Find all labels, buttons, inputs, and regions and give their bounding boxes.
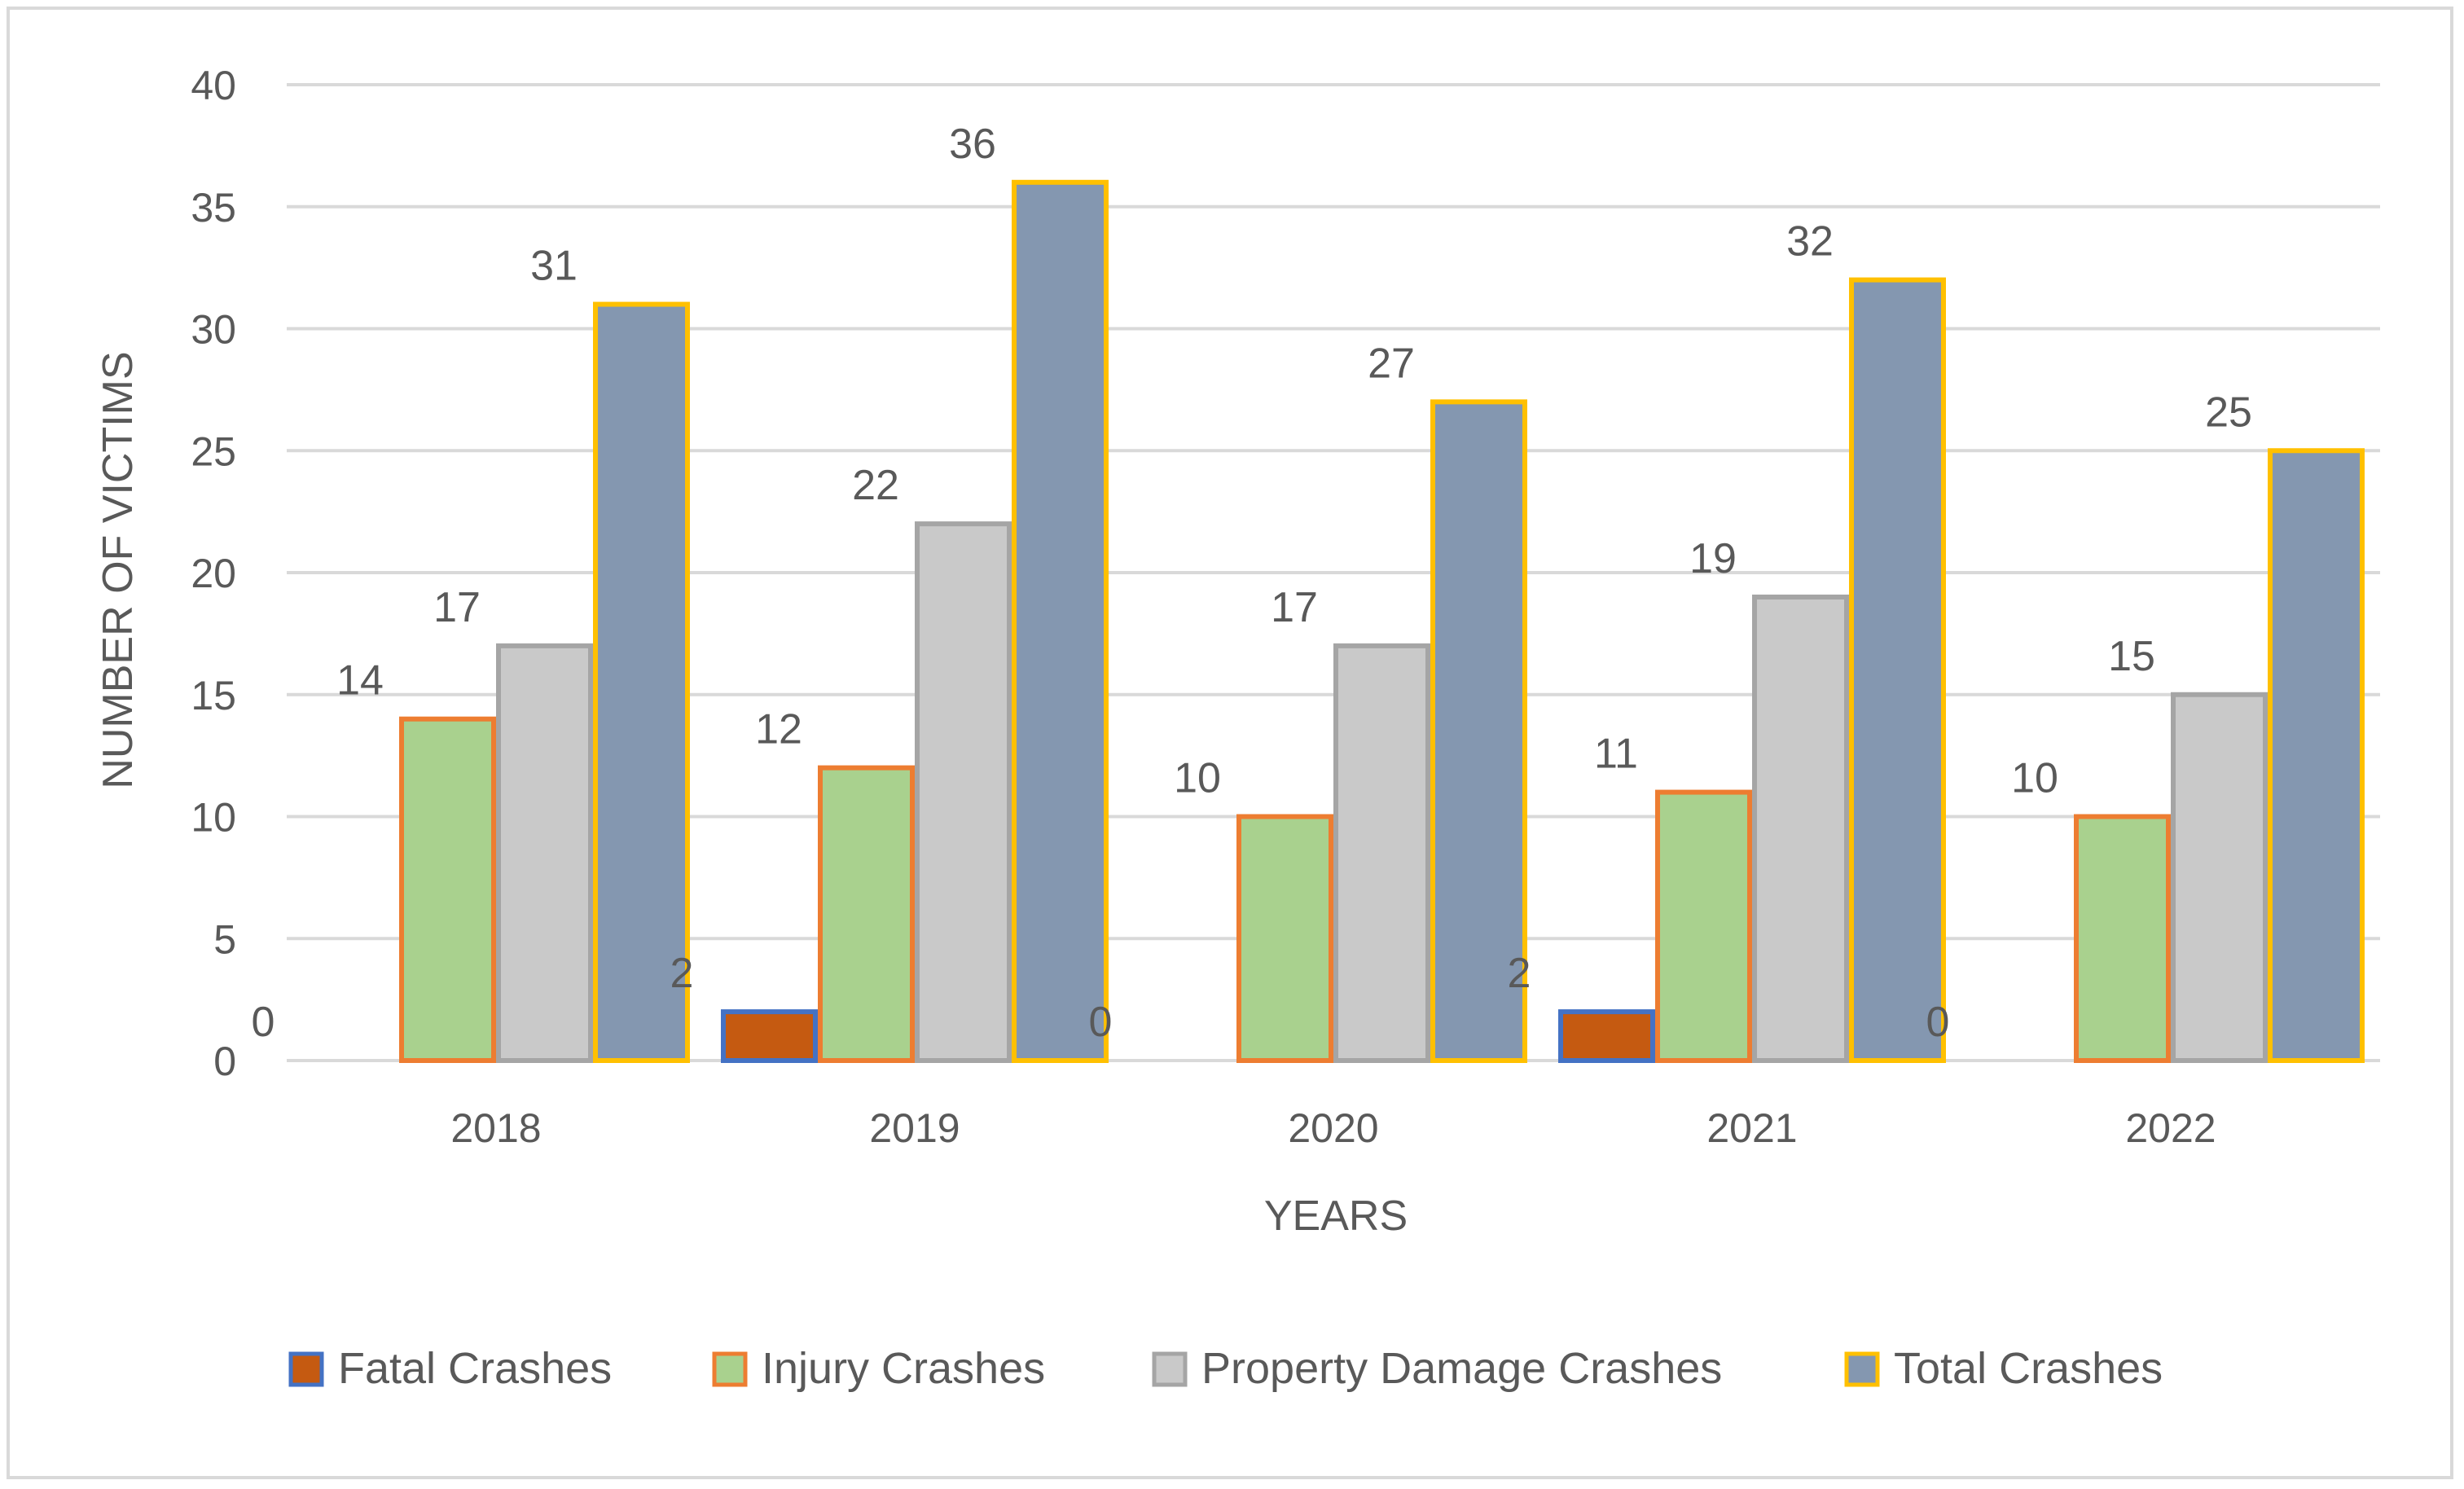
bar: [2268, 448, 2365, 1063]
bar: [2074, 814, 2171, 1063]
data-label: 0: [1089, 999, 1113, 1046]
data-label: 25: [2205, 389, 2252, 436]
data-label: 32: [1786, 218, 1834, 266]
y-tick-label: 20: [191, 551, 236, 596]
data-label: 10: [1174, 755, 1221, 802]
legend-swatch: [288, 1351, 324, 1387]
x-tick-label: 2018: [450, 1105, 541, 1151]
data-label: 15: [2108, 633, 2155, 680]
data-label: 2: [670, 950, 694, 997]
bar: [721, 1009, 818, 1063]
bar: [399, 716, 496, 1063]
bar: [2171, 692, 2268, 1063]
bar: [818, 765, 915, 1063]
legend: Fatal Crashes Injury Crashes Property Dama…: [288, 1344, 2163, 1393]
data-label: 31: [530, 243, 578, 290]
legend-swatch: [1844, 1351, 1880, 1387]
bar: [1849, 277, 1946, 1064]
bar: [1012, 179, 1109, 1063]
legend-label: Total Crashes: [1894, 1344, 2163, 1393]
y-tick-label: 30: [191, 307, 236, 353]
data-label: 17: [433, 584, 481, 631]
legend-label: Injury Crashes: [762, 1344, 1045, 1393]
data-label: 17: [1271, 584, 1318, 631]
y-axis-title: NUMBER OF VICTIMS: [94, 351, 142, 788]
bar: [1236, 814, 1333, 1063]
y-tick-label: 5: [213, 916, 236, 962]
data-label: 27: [1368, 340, 1415, 387]
bars: [399, 179, 2365, 1064]
bar: [1752, 594, 1849, 1063]
y-tick-label: 40: [191, 63, 236, 108]
y-tick-label: 0: [213, 1039, 236, 1084]
data-label: 0: [1926, 999, 1950, 1046]
legend-label: Property Damage Crashes: [1201, 1344, 1722, 1393]
data-label: 0: [252, 999, 275, 1046]
data-label: 12: [755, 706, 802, 753]
x-axis-title: YEARS: [1264, 1193, 1408, 1240]
bar: [915, 521, 1012, 1063]
x-tick-label: 2021: [1706, 1105, 1797, 1151]
y-tick-label: 15: [191, 673, 236, 718]
y-tick-label: 35: [191, 185, 236, 231]
bar: [1333, 643, 1430, 1063]
bar: [593, 301, 690, 1063]
x-axis-ticks: 2018 2019 2020 2021 2022: [450, 1105, 2216, 1151]
data-label: 14: [336, 657, 384, 705]
bar: [1430, 399, 1527, 1064]
x-tick-label: 2022: [2125, 1105, 2216, 1151]
legend-swatch: [1152, 1351, 1188, 1387]
data-labels: 0 14 17 31 2 12 22 36 0 10 17 27 2 11 19 32 0 10 15 25: [252, 121, 2252, 1046]
data-label: 2: [1508, 950, 1531, 997]
x-tick-label: 2019: [869, 1105, 960, 1151]
data-label: 19: [1689, 535, 1737, 582]
data-label: 10: [2011, 755, 2058, 802]
y-tick-label: 10: [191, 795, 236, 841]
data-label: 22: [852, 462, 899, 509]
x-tick-label: 2020: [1288, 1105, 1378, 1151]
y-tick-label: 25: [191, 428, 236, 474]
bar: [1655, 789, 1752, 1063]
data-label: 11: [1594, 731, 1638, 778]
data-label: 36: [949, 121, 996, 168]
bar: [496, 643, 593, 1063]
legend-label: Fatal Crashes: [338, 1344, 612, 1393]
legend-swatch: [712, 1351, 748, 1387]
y-axis-ticks: 0 5 10 15 20 25 30 35 40: [191, 63, 236, 1084]
bar: [1558, 1009, 1655, 1063]
